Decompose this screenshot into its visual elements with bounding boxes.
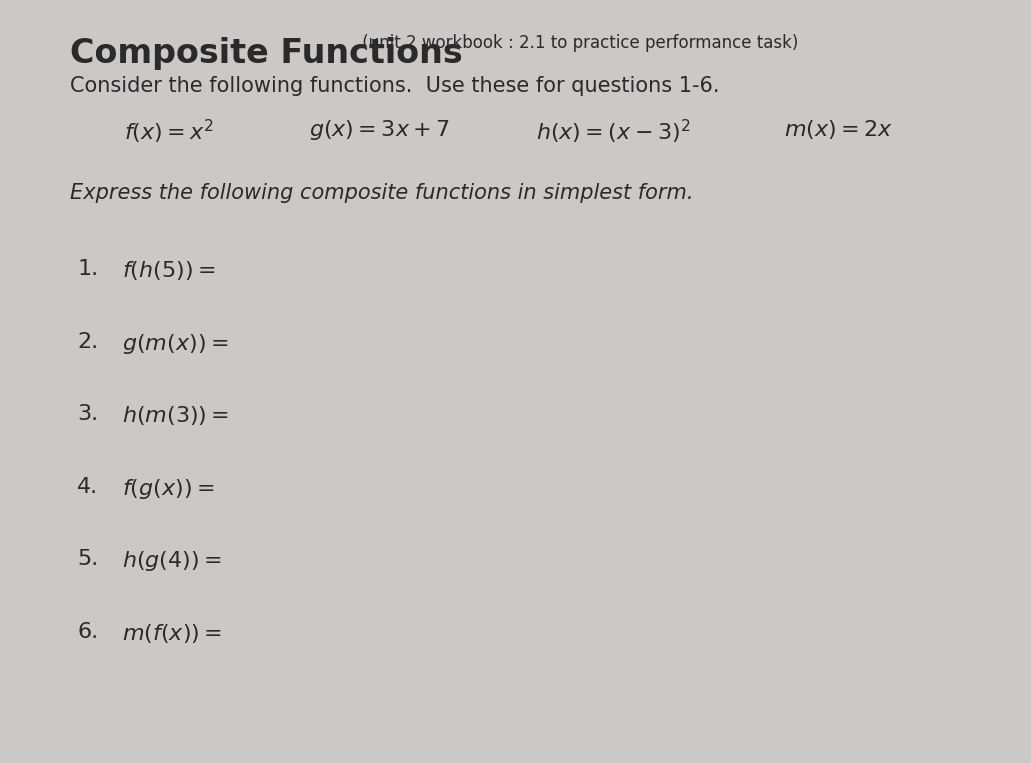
Text: 5.: 5.	[77, 549, 99, 569]
Text: 6.: 6.	[77, 622, 98, 642]
Text: $f(h(5)) =$: $f(h(5)) =$	[122, 259, 215, 282]
Text: Composite Functions: Composite Functions	[70, 37, 463, 69]
Text: $h(g(4)) =$: $h(g(4)) =$	[122, 549, 222, 573]
Text: 2.: 2.	[77, 332, 98, 352]
Text: $f(g(x)) =$: $f(g(x)) =$	[122, 477, 214, 501]
Text: $m(x) = 2x$: $m(x) = 2x$	[784, 118, 893, 141]
Text: Consider the following functions.  Use these for questions 1-6.: Consider the following functions. Use th…	[70, 76, 720, 96]
Text: $h(m(3)) =$: $h(m(3)) =$	[122, 404, 229, 427]
Text: (unit 2 workbook : 2.1 to practice performance task): (unit 2 workbook : 2.1 to practice perfo…	[357, 34, 798, 52]
Text: 3.: 3.	[77, 404, 98, 424]
Text: 4.: 4.	[77, 477, 98, 497]
Text: $f(x) = x^2$: $f(x) = x^2$	[124, 118, 213, 146]
Text: $g(x) = 3x + 7$: $g(x) = 3x + 7$	[309, 118, 451, 142]
Text: $g(m(x)) =$: $g(m(x)) =$	[122, 332, 228, 356]
Text: $h(x) = (x - 3)^2$: $h(x) = (x - 3)^2$	[536, 118, 691, 146]
Text: Express the following composite functions in simplest form.: Express the following composite function…	[70, 183, 694, 203]
Text: 1.: 1.	[77, 259, 98, 279]
Text: $m(f(x)) =$: $m(f(x)) =$	[122, 622, 222, 645]
